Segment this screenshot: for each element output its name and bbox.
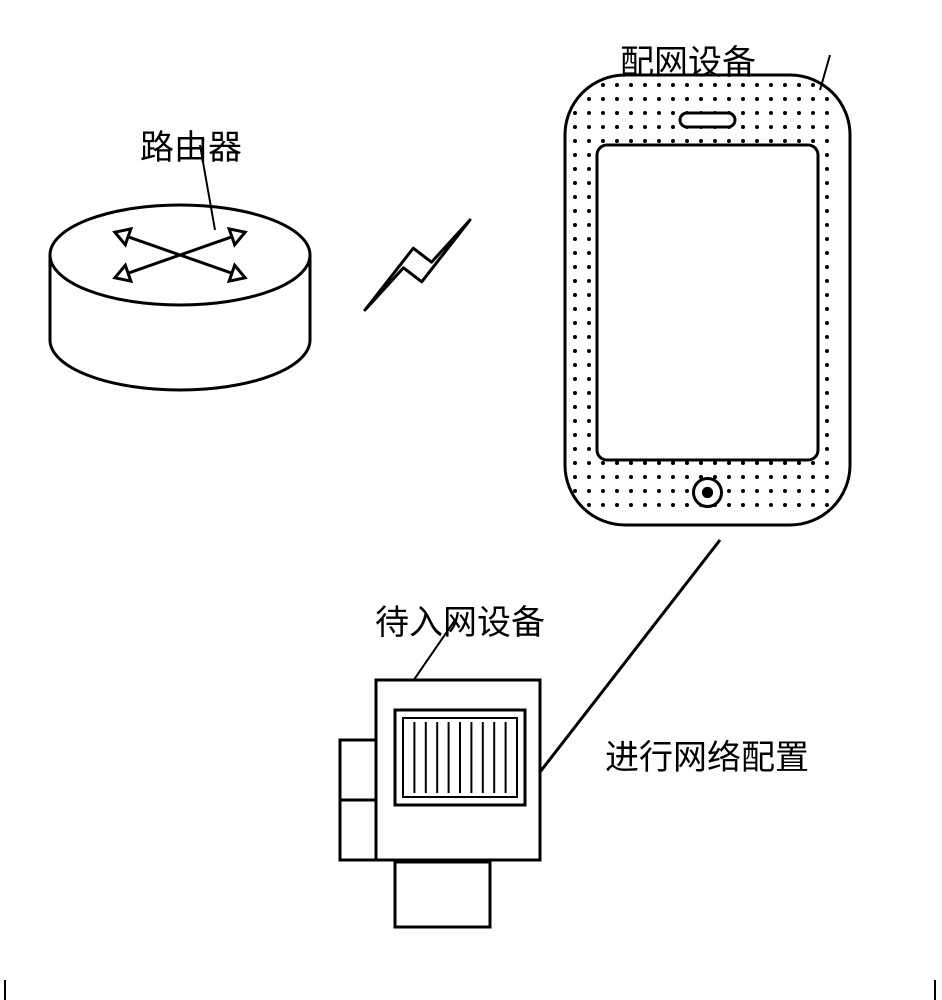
- action-label: 进行网络配置: [605, 730, 809, 779]
- pending-device-label: 待入网设备: [375, 595, 545, 644]
- router-label: 路由器: [140, 120, 242, 169]
- config-device-label: 配网设备: [620, 35, 756, 84]
- diagram-canvas: 路由器 配网设备 待入网设备 进行网络配置: [0, 0, 942, 1000]
